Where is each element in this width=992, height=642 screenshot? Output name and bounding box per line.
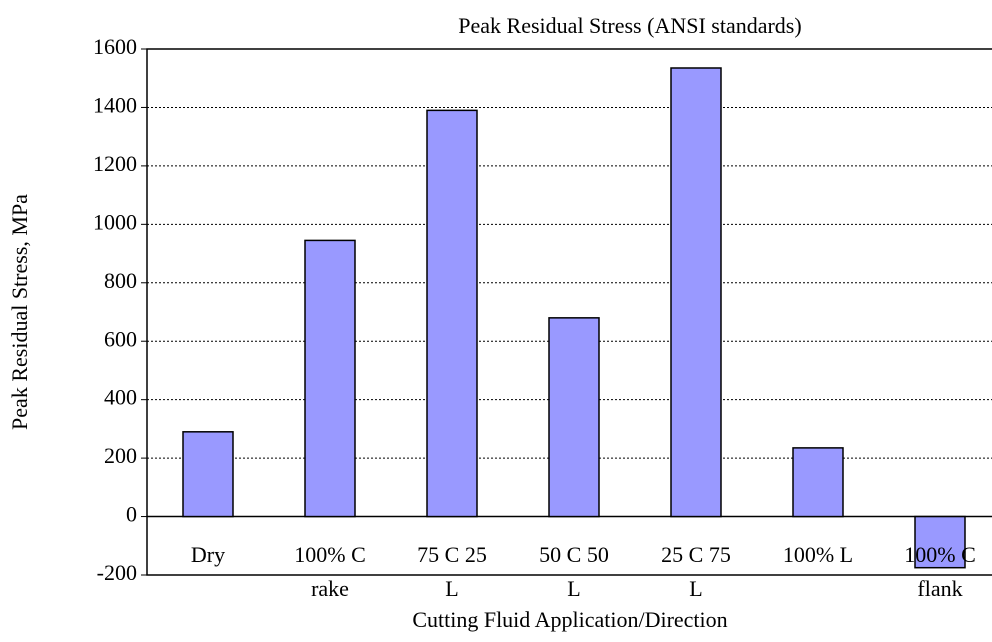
y-tick-label: 0 — [126, 502, 137, 527]
bar — [792, 447, 844, 518]
x-tick-label: Dry — [191, 542, 225, 567]
y-axis-label: Peak Residual Stress, MPa — [7, 194, 32, 430]
y-tick-label: 800 — [104, 268, 137, 293]
x-tick-label: 50 C 50 — [539, 542, 609, 567]
bar — [548, 317, 600, 518]
bar — [914, 515, 966, 569]
bar — [426, 109, 478, 518]
x-tick-label: L — [567, 576, 580, 601]
y-tick-label: 1600 — [93, 34, 137, 59]
y-tick-label: 1200 — [93, 151, 137, 176]
y-tick-label: 200 — [104, 443, 137, 468]
x-tick-label: L — [445, 576, 458, 601]
x-tick-label: 100% L — [783, 542, 853, 567]
y-tick-label: 400 — [104, 385, 137, 410]
chart-title: Peak Residual Stress (ANSI standards) — [458, 13, 801, 38]
x-tick-label: 25 C 75 — [661, 542, 731, 567]
x-tick-label: 75 C 25 — [417, 542, 487, 567]
x-tick-label: L — [689, 576, 702, 601]
x-tick-label: 100% C — [294, 542, 366, 567]
y-tick-label: 1000 — [93, 209, 137, 234]
x-axis-label: Cutting Fluid Application/Direction — [412, 607, 727, 632]
x-tick-label: rake — [311, 576, 349, 601]
bar — [304, 239, 356, 518]
x-tick-label: 100% C — [904, 542, 976, 567]
y-tick-label: 1400 — [93, 92, 137, 117]
y-tick-label: -200 — [97, 560, 137, 585]
bar — [182, 431, 234, 518]
x-tick-label: flank — [917, 576, 962, 601]
plot-frame — [146, 48, 992, 576]
y-tick-label: 600 — [104, 326, 137, 351]
bar — [670, 67, 722, 518]
